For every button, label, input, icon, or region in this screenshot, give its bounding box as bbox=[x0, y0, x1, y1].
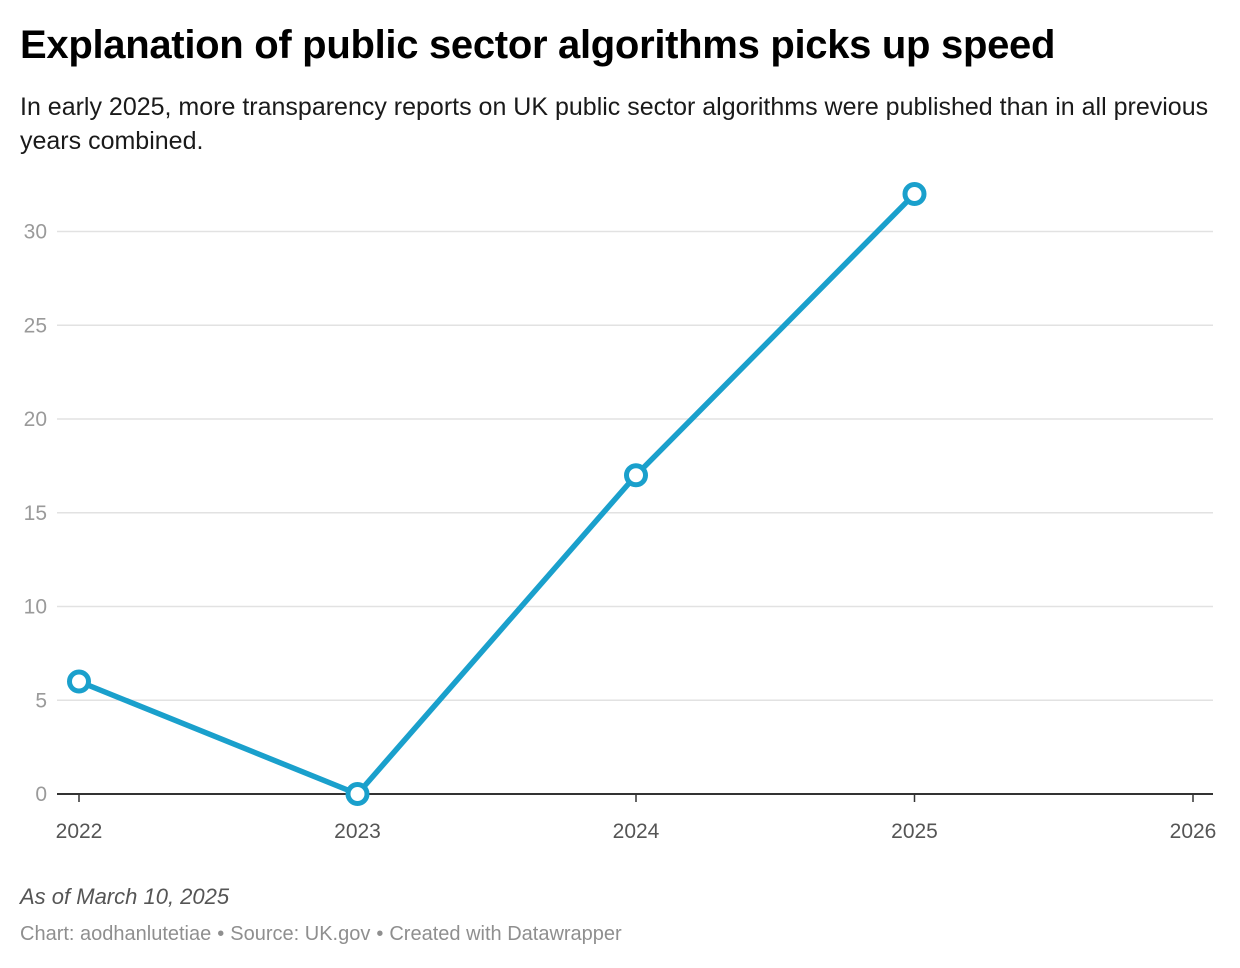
series-layer bbox=[67, 182, 927, 806]
footer-note: As of March 10, 2025 bbox=[20, 884, 230, 909]
separator: • bbox=[217, 923, 225, 945]
series-line bbox=[76, 191, 918, 797]
y-tick-label: 25 bbox=[24, 314, 47, 337]
data-point bbox=[902, 182, 927, 206]
source-credit: Source: UK.gov bbox=[230, 923, 371, 945]
x-tick-label: 2026 bbox=[1170, 820, 1217, 843]
chart-title: Explanation of public sector algorithms … bbox=[20, 23, 1056, 67]
chart-subtitle: In early 2025, more transparency reports… bbox=[20, 93, 1209, 155]
y-tick-label: 0 bbox=[35, 783, 47, 806]
chart-credit: Chart: aodhanlutetiae bbox=[20, 923, 212, 945]
tool-credit: Created with Datawrapper bbox=[389, 923, 622, 945]
gridlines bbox=[57, 230, 1213, 701]
y-tick-label: 15 bbox=[24, 502, 47, 525]
y-tick-label: 5 bbox=[35, 689, 47, 712]
x-tick-label: 2022 bbox=[56, 820, 103, 843]
y-tick-label: 20 bbox=[24, 408, 47, 431]
separator: • bbox=[376, 923, 384, 945]
x-tick-label: 2023 bbox=[334, 820, 381, 843]
x-tick-label: 2025 bbox=[891, 820, 938, 843]
data-point bbox=[345, 782, 370, 806]
x-axis: 2022 2023 2024 2025 2026 bbox=[56, 793, 1217, 843]
data-point bbox=[67, 669, 91, 694]
x-tick-label: 2024 bbox=[613, 820, 660, 843]
y-tick-label: 10 bbox=[24, 596, 47, 619]
data-point bbox=[624, 463, 648, 488]
y-tick-label: 30 bbox=[24, 221, 47, 244]
footer-credits: Chart: aodhanlutetiae • Source: UK.gov • Cre… bbox=[20, 920, 622, 948]
y-axis-labels: 0 5 10 15 20 25 30 bbox=[24, 221, 47, 807]
